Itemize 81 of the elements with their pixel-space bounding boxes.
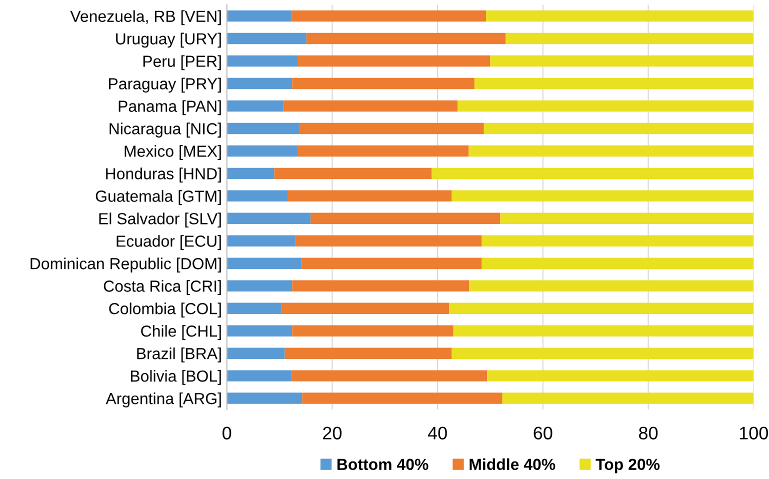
bar <box>484 122 754 134</box>
bar <box>487 370 754 382</box>
y-tick-label: Peru [PER] <box>143 55 221 70</box>
bar <box>292 10 486 22</box>
bar <box>292 370 488 382</box>
bar <box>226 78 292 90</box>
bar <box>284 348 452 359</box>
bar <box>282 302 450 314</box>
x-tick-label: 20 <box>323 426 342 440</box>
bar <box>453 325 754 336</box>
y-tick-label: Costa Rica [CRI] <box>104 280 221 295</box>
bar <box>502 392 754 404</box>
bar <box>226 32 306 44</box>
bar <box>296 235 482 247</box>
x-tick-label: 80 <box>639 426 658 440</box>
bar <box>226 325 292 336</box>
y-tick-label: Panama [PAN] <box>118 100 221 116</box>
bar <box>226 145 298 157</box>
legend-label: Middle 40% <box>470 458 556 470</box>
bar <box>302 392 502 404</box>
y-tick-label: Mexico [MEX] <box>124 145 221 160</box>
bar <box>226 258 302 270</box>
y-tick-label: Paraguay [PRY] <box>109 78 221 93</box>
bar <box>300 122 484 134</box>
bar <box>490 55 754 67</box>
bar <box>274 168 432 180</box>
bar <box>482 235 754 247</box>
x-tick-label: 60 <box>534 426 552 440</box>
legend-label: Bottom 40% <box>337 458 428 470</box>
y-tick-label: Ecuador [ECU] <box>116 235 221 250</box>
bar <box>226 212 311 224</box>
bar <box>449 302 754 314</box>
bar <box>226 235 296 247</box>
y-tick-label: El Salvador [SLV] <box>99 212 221 228</box>
y-tick-label: Bolivia [BOL] <box>130 370 221 385</box>
y-tick-label: Chile [CHL] <box>141 325 221 340</box>
bar <box>486 10 754 22</box>
bar <box>301 258 482 270</box>
legend-label: Top 20% <box>596 458 660 474</box>
bar <box>226 100 284 112</box>
bar <box>226 392 302 404</box>
bar <box>452 348 754 359</box>
bar <box>226 122 300 134</box>
bar <box>226 190 288 202</box>
bar <box>298 55 490 67</box>
bar <box>306 32 506 44</box>
bar <box>432 168 754 180</box>
bar <box>298 145 469 157</box>
bar <box>288 190 452 202</box>
bar <box>500 212 754 224</box>
bar <box>226 280 292 292</box>
x-tick-label: 0 <box>222 426 232 440</box>
x-tick-label: 40 <box>428 426 447 440</box>
bar <box>506 32 754 44</box>
bar <box>474 78 754 90</box>
y-tick-label: Colombia [COL] <box>109 302 221 318</box>
bar <box>458 100 754 112</box>
bar <box>452 190 754 202</box>
bar <box>292 78 474 90</box>
y-tick-label: Uruguay [URY] <box>116 32 221 48</box>
bar <box>310 212 500 224</box>
y-tick-label: Dominican Republic [DOM] <box>30 258 221 272</box>
y-tick-label: Nicaragua [NIC] <box>110 122 221 138</box>
bar <box>226 302 282 314</box>
bar <box>482 258 754 270</box>
y-tick-label: Brazil [BRA] <box>137 348 221 362</box>
y-tick-label: Venezuela, RB [VEN] <box>70 10 221 26</box>
bar <box>292 325 454 336</box>
y-tick-label: Guatemala [GTM] <box>96 190 221 206</box>
bar <box>468 145 754 157</box>
bar <box>226 370 292 382</box>
y-tick-label: Honduras [HND] <box>106 168 221 183</box>
bar <box>284 100 458 112</box>
x-tick-label: 100 <box>740 426 768 440</box>
y-tick-label: Argentina [ARG] <box>106 392 221 408</box>
bar <box>226 348 285 359</box>
bar <box>226 10 292 22</box>
bar <box>469 280 754 292</box>
bar <box>292 280 470 292</box>
bar <box>226 55 298 67</box>
bar <box>226 168 274 180</box>
